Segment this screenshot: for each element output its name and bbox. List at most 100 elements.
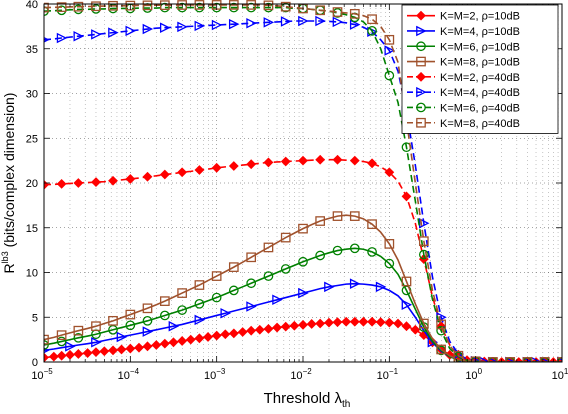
legend-label: K=M=6, ρ=40dB [440, 102, 520, 114]
data-point [416, 86, 427, 98]
data-point [418, 236, 429, 247]
data-point [324, 281, 335, 293]
x-tick-label: 10−5 [31, 367, 53, 382]
data-point [99, 346, 110, 357]
y-tick-label: 30 [26, 89, 38, 101]
data-point [315, 216, 326, 226]
data-point [393, 318, 403, 329]
legend-label: K=M=6, ρ=10dB [440, 41, 520, 53]
data-point [177, 305, 187, 315]
data-point [384, 239, 395, 249]
data-point [142, 0, 153, 11]
data-point [246, 301, 257, 312]
data-point [73, 332, 84, 343]
data-point [116, 331, 128, 343]
data-point [416, 56, 426, 67]
data-point [263, 271, 274, 281]
legend-label: K=M=4, ρ=10dB [440, 26, 520, 38]
legend-entry: K=M=8, ρ=40dB [407, 118, 520, 130]
data-point [73, 349, 84, 359]
data-point [203, 332, 213, 342]
data-point [349, 19, 361, 30]
data-point [211, 271, 222, 281]
data-point [91, 347, 101, 358]
data-point [367, 26, 377, 36]
data-point [220, 329, 231, 340]
data-point [44, 340, 49, 350]
data-point [82, 348, 93, 358]
data-point [384, 45, 395, 56]
data-point [177, 336, 188, 346]
legend-entry: K=M=2, ρ=40dB [407, 72, 520, 84]
data-point [48, 351, 59, 362]
data-point [125, 320, 136, 331]
data-point [280, 264, 291, 274]
data-point [280, 232, 291, 243]
data-point [332, 154, 343, 165]
data-point [56, 2, 67, 12]
data-point [416, 25, 427, 37]
data-point [211, 162, 222, 173]
y-tick-label: 0 [32, 357, 38, 369]
data-point [505, 356, 516, 362]
y-tick-label: 10 [26, 268, 38, 280]
legend-label: K=M=8, ρ=40dB [440, 118, 520, 130]
data-point [289, 320, 300, 331]
data-point [332, 7, 343, 17]
data-point [401, 321, 412, 332]
data-point [91, 29, 102, 40]
data-point [228, 262, 239, 272]
data-point [416, 71, 426, 82]
data-point [211, 292, 222, 303]
data-point [185, 334, 196, 345]
data-point [246, 17, 257, 29]
legend-entry: K=M=2, ρ=10dB [407, 11, 520, 23]
data-point [73, 178, 84, 188]
data-point [436, 344, 446, 355]
data-point [177, 0, 187, 10]
data-point [134, 342, 144, 353]
y-tick-label: 20 [26, 178, 38, 190]
data-point [306, 319, 317, 329]
data-point [324, 317, 334, 328]
data-point [194, 314, 206, 326]
data-point [384, 34, 395, 45]
data-point [375, 281, 387, 293]
data-point [246, 0, 257, 10]
data-point [416, 117, 426, 128]
data-point [159, 22, 171, 33]
y-tick-label: 25 [26, 133, 38, 145]
data-point [211, 330, 222, 341]
data-point [315, 15, 326, 27]
x-tick-label: 100 [465, 367, 482, 382]
data-point [263, 242, 274, 253]
data-point [401, 299, 413, 310]
data-point [228, 328, 239, 339]
data-point [151, 340, 162, 350]
data-point [272, 294, 283, 306]
x-tick-label: 10−1 [377, 367, 399, 382]
data-point [280, 321, 291, 332]
data-point [228, 18, 240, 30]
data-point [384, 167, 395, 178]
data-point [453, 350, 464, 361]
y-tick-label: 35 [26, 44, 38, 56]
data-point [263, 157, 274, 168]
data-point [254, 324, 265, 335]
data-point [298, 223, 308, 234]
data-point [384, 70, 395, 81]
data-point [142, 23, 154, 35]
data-point [237, 327, 248, 337]
legend-label: K=M=2, ρ=40dB [440, 72, 520, 84]
data-point [367, 247, 377, 257]
legend: K=M=2, ρ=10dB K=M=4, ρ=10dB K=M=6, ρ=10dB K… [401, 4, 559, 134]
data-point [125, 174, 136, 184]
data-point [263, 323, 274, 334]
data-point [315, 5, 326, 16]
data-point [349, 155, 360, 166]
data-point [168, 337, 179, 348]
legend-label: K=M=4, ρ=40dB [440, 87, 520, 99]
y-tick-label: 40 [26, 0, 38, 11]
data-point [116, 344, 127, 355]
